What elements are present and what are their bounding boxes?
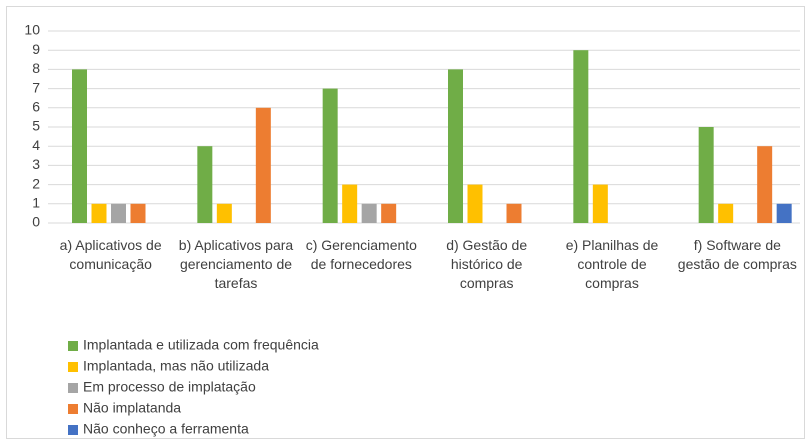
y-tick-label: 6 [32, 99, 40, 115]
legend-label: Em processo de implatação [83, 379, 256, 395]
x-tick-label: a) Aplicativos de comunicação [59, 237, 162, 272]
x-tick-label: e) Planilhas de controle de compras [565, 237, 659, 291]
y-tick-label: 9 [32, 41, 40, 57]
legend-swatch [68, 383, 78, 393]
bar [342, 184, 358, 223]
x-tick-label: c) Gerenciamento de fornecedores [305, 237, 417, 272]
bar [718, 203, 734, 223]
bar [361, 203, 377, 223]
legend-label: Não implatanda [83, 400, 181, 416]
y-tick-label: 3 [32, 156, 40, 172]
legend-label: Implantada e utilizada com frequência [83, 337, 319, 353]
legend-label: Não conheço a ferramenta [83, 421, 249, 437]
bar [776, 203, 792, 223]
y-tick-label: 1 [32, 195, 40, 211]
bar [130, 203, 146, 223]
bar [467, 184, 483, 223]
y-tick-label: 0 [32, 214, 40, 230]
y-tick-label: 7 [32, 79, 40, 95]
x-tick-label: f) Software de gestão de compras [677, 237, 797, 272]
y-tick-label: 10 [24, 22, 40, 38]
x-tick-label: d) Gestão de histórico de compras [446, 237, 528, 291]
bar [573, 50, 589, 224]
bar [91, 203, 107, 223]
bar [216, 203, 232, 223]
y-tick-label: 5 [32, 118, 40, 134]
bar [448, 69, 463, 224]
x-tick-label: b) Aplicativos para gerenciamento de tar… [178, 237, 294, 291]
legend-swatch [68, 425, 78, 435]
bar [506, 203, 522, 223]
y-tick-label: 4 [32, 137, 40, 153]
bar [322, 88, 338, 223]
bar [592, 184, 608, 223]
bar [757, 146, 773, 223]
bar [197, 146, 213, 223]
legend-swatch [68, 341, 78, 351]
bar [72, 69, 87, 224]
bar [698, 127, 714, 223]
legend-swatch [68, 404, 78, 414]
legend-label: Implantada, mas não utilizada [83, 358, 269, 374]
y-tick-label: 2 [32, 175, 40, 191]
legend-swatch [68, 362, 78, 372]
y-tick-label: 8 [32, 60, 40, 76]
bar [255, 107, 271, 223]
bar [111, 203, 126, 223]
bar [381, 203, 397, 223]
